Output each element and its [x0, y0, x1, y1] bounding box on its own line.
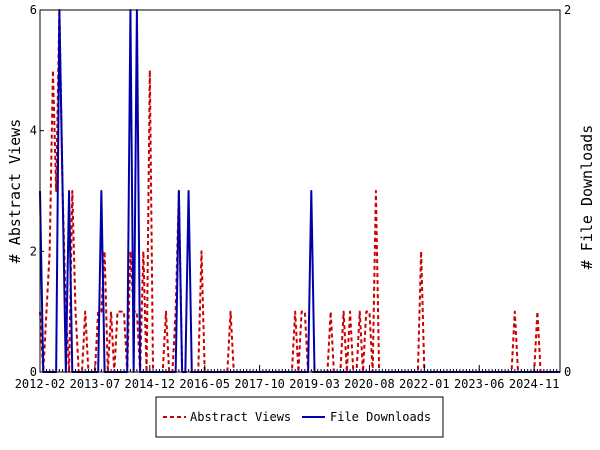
x-tick-labels: 2012-02 2013-07 2014-12 2016-05 2017-10 2019-… — [15, 365, 560, 391]
plot-frame — [39, 9, 561, 373]
series-line-abstract-views — [39, 9, 560, 373]
legend-label-abstract-views: Abstract Views — [190, 410, 291, 424]
x-tick-label: 2012-02 — [15, 377, 66, 391]
y-left-tick-labels: 0 2 4 6 — [30, 3, 44, 379]
legend-box — [155, 396, 444, 438]
x-tick-label: 2022-01 — [399, 377, 450, 391]
x-tick-label: 2017-10 — [234, 377, 285, 391]
legend: Abstract Views File Downloads — [155, 396, 444, 438]
y-right-tick-label: 0 — [564, 365, 571, 379]
series-line-file-downloads — [39, 9, 560, 373]
x-tick-label: 2019-03 — [289, 377, 340, 391]
y-left-axis-label: # Abstract Views — [6, 119, 24, 264]
y-left-tick-label: 6 — [30, 3, 37, 17]
y-left-tick-label: 2 — [30, 244, 37, 258]
y-left-tick-label: 4 — [30, 124, 37, 138]
x-tick-label: 2016-05 — [179, 377, 230, 391]
x-tick-label: 2013-07 — [70, 377, 121, 391]
y-right-tick-labels: 02 — [556, 3, 571, 379]
x-tick-label: 2023-06 — [454, 377, 505, 391]
plot-layer — [39, 9, 561, 373]
legend-label-file-downloads: File Downloads — [330, 410, 431, 424]
x-tick-label: 2020-08 — [344, 377, 395, 391]
x-tick-label: 2014-12 — [125, 377, 176, 391]
y-right-axis-label: # File Downloads — [578, 125, 596, 270]
x-tick-label: 2024-11 — [509, 377, 560, 391]
y-left-tick-label: 0 — [30, 365, 37, 379]
y-right-tick-label: 2 — [564, 3, 571, 17]
